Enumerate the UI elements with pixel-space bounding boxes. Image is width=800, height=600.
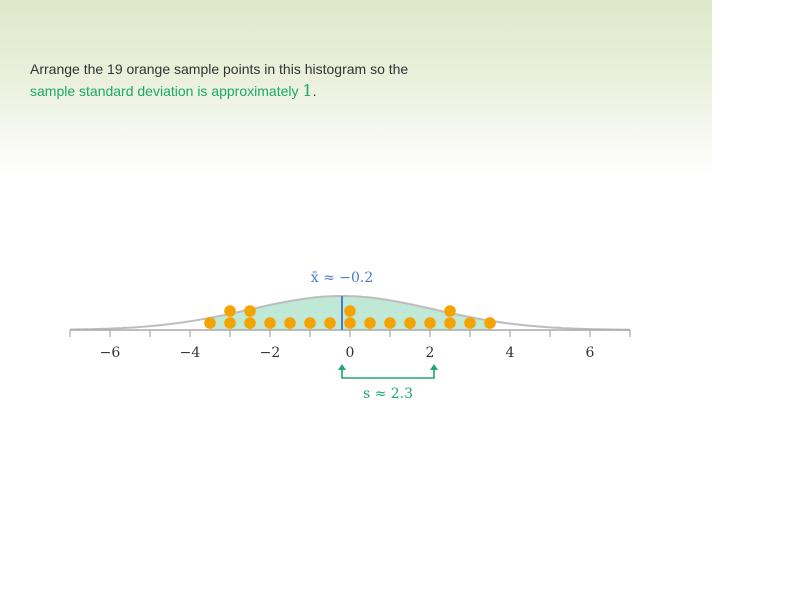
std-arrowhead-right bbox=[430, 364, 438, 370]
instruction-period: . bbox=[312, 83, 317, 99]
sample-point[interactable] bbox=[244, 317, 256, 329]
target-std-value: 1 bbox=[302, 81, 313, 100]
sample-point[interactable] bbox=[264, 317, 276, 329]
sample-point[interactable] bbox=[284, 317, 296, 329]
std-arrowhead-left bbox=[338, 364, 346, 370]
sample-point[interactable] bbox=[464, 317, 476, 329]
std-label: s ≈ 2.3 bbox=[363, 386, 413, 402]
sample-points-group bbox=[204, 305, 496, 329]
axis-tick-label: 2 bbox=[426, 345, 435, 361]
sample-point[interactable] bbox=[484, 317, 496, 329]
normal-curve bbox=[69, 295, 630, 331]
sample-point[interactable] bbox=[444, 305, 456, 317]
axis-tick-label: 0 bbox=[346, 345, 355, 361]
instruction-goal-text: sample standard deviation is approximate… bbox=[30, 83, 303, 99]
axis-tick-label: 6 bbox=[586, 345, 595, 361]
sample-point[interactable] bbox=[384, 317, 396, 329]
sample-point[interactable] bbox=[244, 305, 256, 317]
sample-point[interactable] bbox=[424, 317, 436, 329]
task-instructions: Arrange the 19 orange sample points in t… bbox=[30, 58, 490, 102]
sample-point[interactable] bbox=[404, 317, 416, 329]
axis-tick-label: 4 bbox=[506, 345, 515, 361]
instruction-line-1: Arrange the 19 orange sample points in t… bbox=[30, 61, 409, 77]
header-background bbox=[0, 0, 712, 175]
sample-point[interactable] bbox=[224, 305, 236, 317]
instruction-line-2: sample standard deviation is approximate… bbox=[30, 80, 490, 102]
sample-point[interactable] bbox=[344, 317, 356, 329]
sample-point[interactable] bbox=[304, 317, 316, 329]
axis-tick-label: −2 bbox=[260, 345, 281, 361]
sample-point[interactable] bbox=[444, 317, 456, 329]
sample-point[interactable] bbox=[224, 317, 236, 329]
axis-tick-label: −4 bbox=[180, 345, 201, 361]
mean-indicator: x̄ ≈ −0.2 bbox=[311, 270, 374, 330]
sample-point[interactable] bbox=[344, 305, 356, 317]
mean-label: x̄ ≈ −0.2 bbox=[311, 270, 374, 286]
sample-point[interactable] bbox=[364, 317, 376, 329]
number-line-axis: −6 −4 −2 0 2 4 6 bbox=[69, 329, 631, 361]
std-dev-indicator: s ≈ 2.3 bbox=[338, 364, 438, 402]
sample-point[interactable] bbox=[204, 317, 216, 329]
sample-point[interactable] bbox=[324, 317, 336, 329]
std-bracket bbox=[341, 368, 435, 379]
axis-tick-label: −6 bbox=[100, 345, 121, 361]
